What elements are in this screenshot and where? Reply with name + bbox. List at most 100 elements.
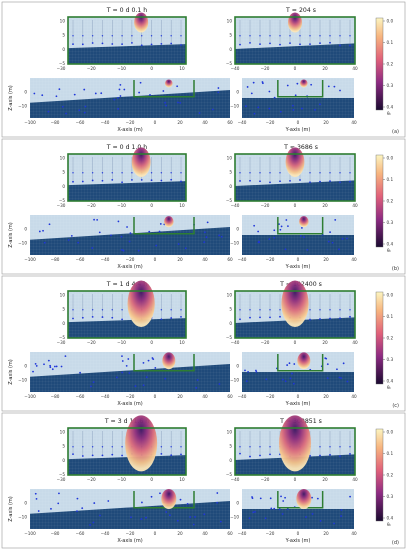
tick-label: 0 [62, 321, 65, 326]
probe-dot [76, 510, 78, 512]
probe-dot [72, 453, 74, 456]
probe-dot [32, 370, 34, 373]
probe-dot [72, 446, 74, 448]
probe-dot [278, 508, 281, 511]
tick-label: 0 [154, 531, 157, 536]
probe-dot [67, 239, 70, 241]
probe-dot [96, 218, 99, 221]
probe-dot [160, 179, 163, 182]
probe-dot [252, 81, 255, 84]
colorbar-tick-label: 0.3 [387, 357, 394, 362]
tick-label: −40 [238, 120, 247, 125]
top-right-axes [234, 280, 356, 339]
tick-label: 10 [60, 156, 66, 161]
domain-frame [277, 217, 324, 235]
probe-dot [64, 355, 67, 357]
tick-label: 20 [322, 203, 328, 208]
probe-dot [91, 454, 94, 457]
tick-label: −5 [59, 335, 66, 340]
probe-dot [287, 225, 289, 228]
probe-dot [91, 35, 94, 37]
probe-dot [121, 172, 123, 174]
probe-dot [329, 35, 331, 37]
tick-label: 60 [227, 394, 233, 399]
tick-label: 0 [294, 340, 297, 345]
probe-dot [145, 376, 148, 379]
domain-frame [133, 354, 195, 372]
probe-dot [91, 309, 94, 311]
top-left-axes [67, 147, 187, 202]
probe-dot [72, 317, 74, 320]
probe-dot [329, 41, 331, 44]
x-axis-label: Y-axis (m) [285, 538, 311, 544]
probe-dot [309, 454, 311, 457]
probe-dot [83, 88, 86, 91]
plume [285, 147, 305, 177]
probe-dot [194, 516, 196, 518]
tick-label: −40 [101, 257, 110, 262]
tick-label: −10 [117, 66, 126, 71]
probe-dot [121, 355, 123, 358]
probe-dot [249, 309, 251, 311]
tick-label: 20 [177, 120, 183, 125]
probe-dot [94, 92, 97, 95]
probe-dot [339, 89, 341, 92]
probe-dot [325, 357, 328, 360]
tick-label: 10 [179, 203, 185, 208]
probe-dot [58, 492, 60, 495]
probe-dot [195, 386, 198, 389]
probe-dot [140, 178, 143, 181]
probe-dot [99, 514, 101, 517]
probe-dot [340, 377, 342, 380]
colorbar-tick-label: 0.3 [387, 83, 394, 88]
tick-label: 0 [294, 477, 297, 482]
probe-dot [128, 372, 131, 374]
x-axis-label: X-axis (m) [117, 264, 142, 270]
tick-label: −60 [76, 257, 85, 262]
tick-label: −40 [238, 257, 247, 262]
probe-dot [329, 446, 331, 448]
probe-dot [170, 317, 173, 319]
probe-dot [120, 235, 123, 238]
probe-dot [333, 522, 335, 525]
tick-label: 0 [236, 90, 239, 95]
probe-dot [305, 516, 307, 518]
top-left-axes [67, 415, 187, 476]
probe-dot [90, 385, 92, 388]
probe-dot [346, 380, 349, 383]
tick-label: −20 [261, 203, 270, 208]
probe-dot [160, 446, 163, 448]
probe-dot [286, 364, 289, 366]
probe-dot [111, 35, 113, 37]
probe-dot [311, 513, 314, 515]
x-axis-label: X-axis (m) [117, 127, 142, 133]
probe-dot [329, 317, 331, 320]
colorbar-tick-label: 0.4 [387, 105, 394, 110]
probe-dot [91, 172, 94, 174]
probe-dot [70, 234, 73, 237]
plume [134, 12, 149, 33]
probe-dot [309, 35, 311, 37]
tick-label: 0 [236, 364, 239, 369]
probe-dot [180, 172, 182, 174]
probe-dot [131, 172, 133, 174]
probe-dot [239, 309, 241, 311]
probe-dot [249, 41, 251, 44]
probe-dot [218, 383, 221, 385]
probe-dot [119, 95, 122, 97]
tick-label: −20 [126, 394, 135, 399]
probe-dot [81, 43, 84, 46]
probe-dot [47, 359, 50, 362]
probe-dot [255, 370, 258, 373]
tick-label: −20 [266, 257, 275, 262]
probe-dot [239, 452, 241, 455]
tick-label: −10 [117, 477, 126, 482]
colorbar-tick-label: 0.3 [387, 494, 394, 499]
probe-dot [301, 107, 303, 110]
probe-dot [339, 455, 341, 458]
tick-label: 10 [227, 430, 233, 435]
tick-label: −20 [126, 120, 135, 125]
probe-dot [47, 110, 50, 113]
probe-dot [121, 35, 123, 37]
